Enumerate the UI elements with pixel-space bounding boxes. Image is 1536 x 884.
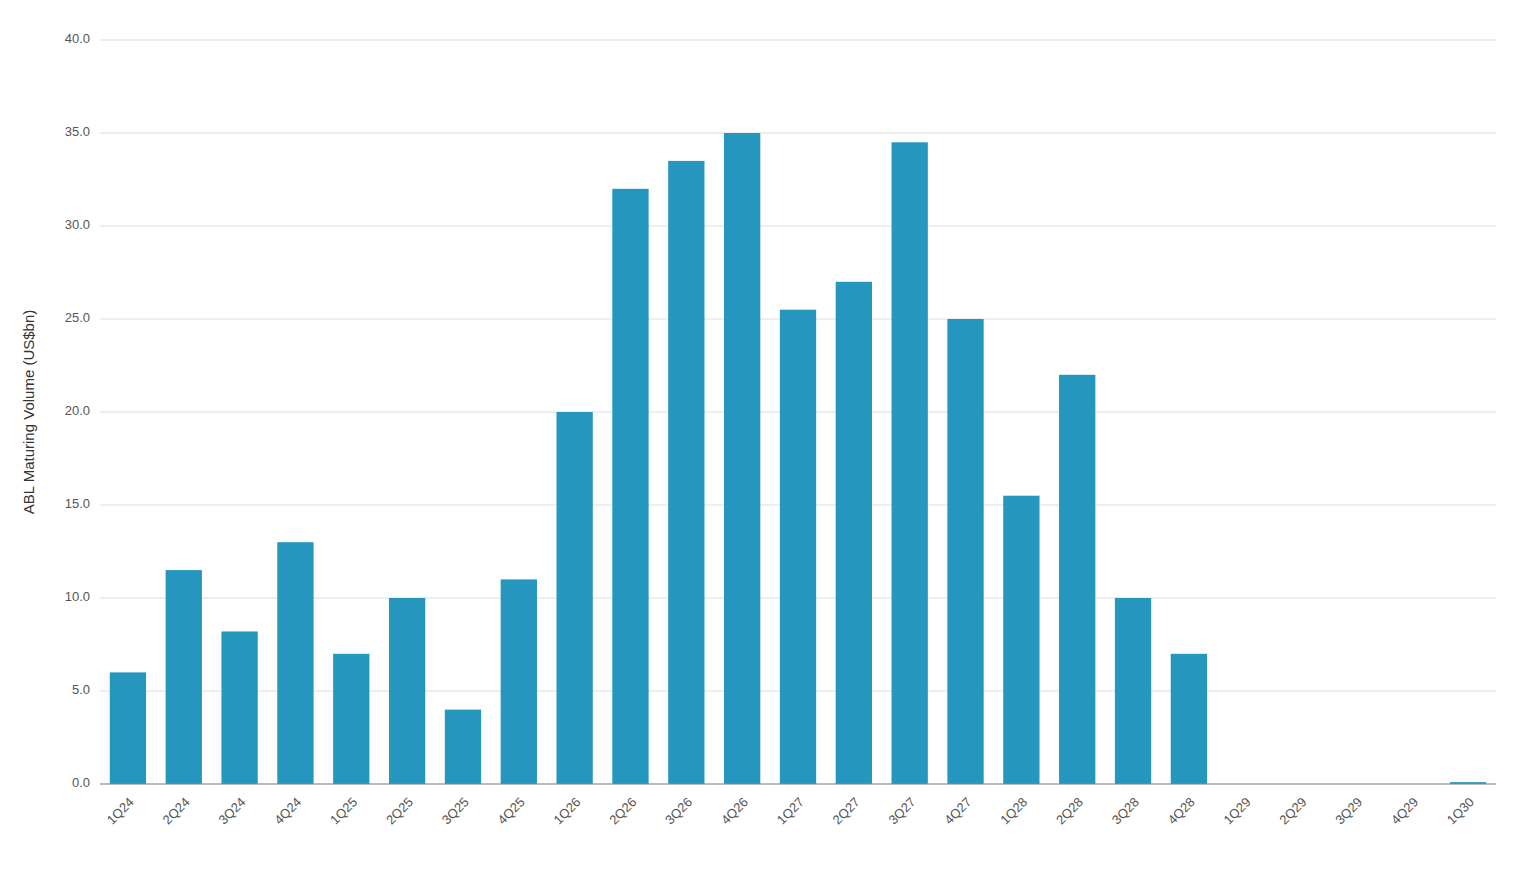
x-tick-label: 3Q24 bbox=[215, 794, 248, 827]
x-tick-label: 4Q24 bbox=[271, 794, 304, 827]
x-tick-label: 4Q28 bbox=[1165, 794, 1198, 827]
x-tick-label: 1Q24 bbox=[104, 794, 137, 827]
bar bbox=[1171, 654, 1207, 784]
x-tick-label: 2Q29 bbox=[1276, 794, 1309, 827]
bar bbox=[724, 133, 760, 784]
bar bbox=[668, 161, 704, 784]
y-tick-label: 30.0 bbox=[65, 217, 90, 232]
bar bbox=[333, 654, 369, 784]
x-tick-label: 2Q24 bbox=[160, 794, 193, 827]
x-tick-label: 1Q26 bbox=[550, 794, 583, 827]
bar bbox=[221, 631, 257, 784]
x-tick-label: 1Q28 bbox=[997, 794, 1030, 827]
y-ticks: 0.0 5.0 10.0 15.0 20.0 25.0 30.0 35.0 40.0 bbox=[65, 31, 90, 790]
x-tick-label: 2Q28 bbox=[1053, 794, 1086, 827]
bar bbox=[501, 579, 537, 784]
y-tick-label: 40.0 bbox=[65, 31, 90, 46]
x-axis-line bbox=[100, 784, 1496, 785]
x-tick-label: 1Q27 bbox=[774, 794, 807, 827]
y-tick-label: 10.0 bbox=[65, 589, 90, 604]
bar bbox=[836, 282, 872, 784]
x-tick-label: 2Q26 bbox=[606, 794, 639, 827]
x-tick-label: 3Q27 bbox=[885, 794, 918, 827]
y-axis-label: ABL Maturing Volume (US$bn) bbox=[20, 310, 37, 515]
y-tick-label: 0.0 bbox=[72, 775, 90, 790]
chart: 0.0 5.0 10.0 15.0 20.0 25.0 30.0 35.0 40.0 1Q24 2Q… bbox=[0, 0, 1536, 884]
y-tick-label: 5.0 bbox=[72, 682, 90, 697]
x-tick-label: 4Q26 bbox=[718, 794, 751, 827]
bar bbox=[166, 570, 202, 784]
bar bbox=[1115, 598, 1151, 784]
bar bbox=[1003, 496, 1039, 784]
x-tick-label: 4Q29 bbox=[1388, 794, 1421, 827]
bar bbox=[947, 319, 983, 784]
bar bbox=[556, 412, 592, 784]
x-tick-label: 3Q26 bbox=[662, 794, 695, 827]
x-tick-label: 2Q27 bbox=[830, 794, 863, 827]
bar bbox=[110, 672, 146, 784]
page: {"chart_data": {"type": "bar", "ylabel":… bbox=[0, 0, 1536, 884]
x-tick-label: 3Q25 bbox=[439, 794, 472, 827]
y-tick-label: 20.0 bbox=[65, 403, 90, 418]
grid-line bbox=[100, 133, 1496, 134]
x-tick-label: 1Q29 bbox=[1221, 794, 1254, 827]
bars bbox=[110, 133, 1486, 784]
x-tick-label: 1Q25 bbox=[327, 794, 360, 827]
y-tick-label: 25.0 bbox=[65, 310, 90, 325]
y-tick-label: 35.0 bbox=[65, 124, 90, 139]
bar bbox=[612, 189, 648, 784]
bar bbox=[780, 310, 816, 784]
x-tick-label: 3Q29 bbox=[1332, 794, 1365, 827]
grid bbox=[100, 40, 1496, 784]
grid-line bbox=[100, 784, 1496, 785]
grid-line bbox=[100, 40, 1496, 41]
bar bbox=[389, 598, 425, 784]
x-tick-label: 1Q30 bbox=[1444, 794, 1477, 827]
bar bbox=[277, 542, 313, 784]
grid-line bbox=[100, 226, 1496, 227]
x-tick-label: 4Q25 bbox=[495, 794, 528, 827]
bar bbox=[892, 142, 928, 784]
x-tick-label: 3Q28 bbox=[1109, 794, 1142, 827]
x-tick-label: 4Q27 bbox=[941, 794, 974, 827]
bar bbox=[445, 710, 481, 784]
x-ticks: 1Q24 2Q24 3Q24 4Q24 1Q25 2Q25 3Q25 4Q25 1Q26 2Q26… bbox=[104, 794, 1477, 827]
y-tick-label: 15.0 bbox=[65, 496, 90, 511]
bar bbox=[1059, 375, 1095, 784]
x-tick-label: 2Q25 bbox=[383, 794, 416, 827]
